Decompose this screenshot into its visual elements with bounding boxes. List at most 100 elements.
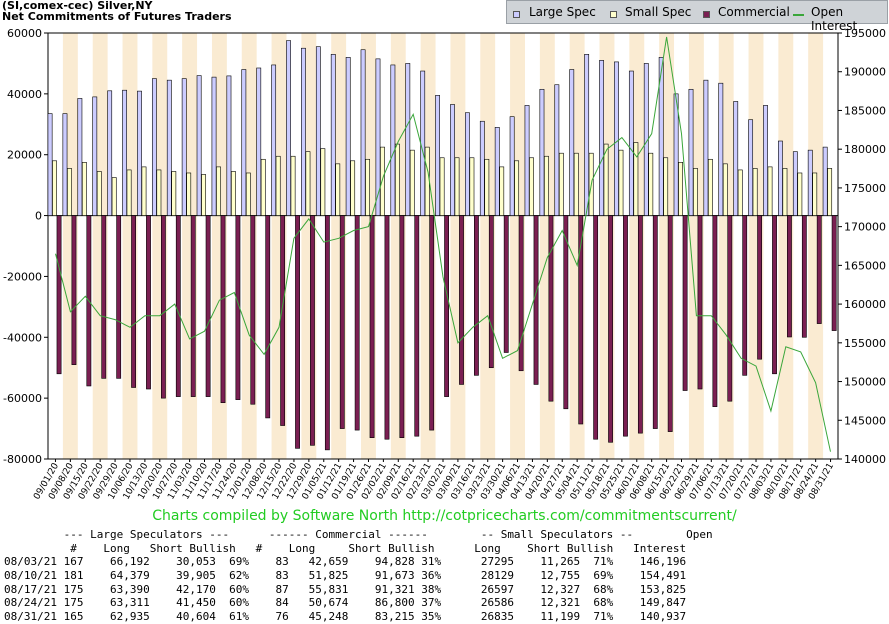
commercial-bar xyxy=(339,215,345,429)
small-spec-bar xyxy=(245,172,251,216)
small-spec-bar xyxy=(350,160,356,216)
y-tick-label: -40000 xyxy=(3,331,42,344)
large-spec-bar xyxy=(494,127,500,216)
commercial-bar xyxy=(697,215,703,390)
commercial-bar xyxy=(250,215,256,405)
open-interest-line xyxy=(55,36,831,452)
small-spec-bar xyxy=(484,158,490,216)
commercial-bar xyxy=(190,215,196,397)
large-spec-bar xyxy=(122,89,127,216)
table-row: 08/31/21 165 62,935 40,604 61% 76 45,248… xyxy=(4,610,687,624)
commercial-bar xyxy=(623,215,628,437)
large-spec-bar xyxy=(301,47,306,216)
y2-tick-label: 185000 xyxy=(844,104,886,117)
large-spec-bar xyxy=(390,64,396,216)
commercial-bar xyxy=(652,215,658,429)
small-spec-bar xyxy=(603,143,609,216)
small-spec-bar xyxy=(573,152,579,216)
small-spec-bar xyxy=(141,166,147,216)
commercial-bar xyxy=(459,215,464,385)
large-spec-bar xyxy=(375,58,381,216)
large-spec-bar xyxy=(584,53,590,216)
small-spec-bar xyxy=(171,171,177,216)
large-spec-bar xyxy=(181,78,187,216)
commercial-bar xyxy=(205,215,211,397)
table-row: 08/03/21 167 66,192 30,053 69% 83 42,659… xyxy=(4,555,687,569)
commercial-bar xyxy=(71,215,77,365)
legend: Large Spec Small Spec Commercial Open In… xyxy=(506,0,888,33)
small-spec-bar xyxy=(424,146,430,216)
large-spec-bar xyxy=(405,63,411,216)
small-spec-bar xyxy=(380,146,385,216)
small-spec-bar xyxy=(216,166,221,216)
commercial-bar xyxy=(503,215,509,353)
large-spec-bar xyxy=(226,75,232,216)
credit-line: Charts compiled by Software North http:/… xyxy=(152,508,737,524)
large-spec-bar xyxy=(554,84,560,216)
y2-tick-label: 145000 xyxy=(844,414,886,427)
large-spec-bar xyxy=(524,105,530,216)
small-spec-bar xyxy=(529,157,534,216)
commercial-bar xyxy=(414,215,420,437)
small-spec-bar xyxy=(633,142,639,216)
large-spec-bar xyxy=(92,96,98,216)
table-column-header: # Long Short Bullish # Long Short Bullis… xyxy=(4,541,687,555)
small-spec-bar xyxy=(305,151,311,216)
large-spec-bar xyxy=(748,119,754,216)
small-spec-bar xyxy=(544,155,549,216)
commercial-bar xyxy=(265,215,271,419)
small-spec-bar xyxy=(722,163,728,216)
commercial-bar xyxy=(56,215,62,375)
y-tick-label: 60000 xyxy=(7,27,42,40)
small-spec-bar xyxy=(797,172,803,216)
y2-tick-label: 160000 xyxy=(844,298,886,311)
small-spec-bar xyxy=(320,148,326,216)
small-spec-bar xyxy=(454,157,460,216)
table-row: 08/17/21 175 63,390 42,170 60% 87 55,831… xyxy=(4,582,687,596)
commercial-bar xyxy=(474,215,479,376)
commercial-bar xyxy=(772,215,777,375)
large-spec-bar xyxy=(137,90,142,216)
commercial-bar xyxy=(280,215,286,426)
open-interest-legend-line xyxy=(793,14,804,16)
small-spec-bar xyxy=(827,168,833,216)
y2-tick-label: 155000 xyxy=(844,337,886,350)
large-spec-bar xyxy=(315,46,321,216)
commercial-bar xyxy=(533,215,539,385)
small-spec-bar xyxy=(708,158,713,216)
large-spec-bar xyxy=(807,149,813,216)
y-tick-label: 20000 xyxy=(7,149,42,162)
small-spec-bar xyxy=(663,157,669,216)
chart-title: (SI,comex-cec) Silver,NY xyxy=(2,0,153,12)
large-spec-bar xyxy=(286,40,291,216)
commercial-bar xyxy=(399,215,405,438)
y-tick-label: -20000 xyxy=(3,270,42,283)
commercial-bar xyxy=(175,215,181,397)
large-spec-bar xyxy=(733,101,739,216)
commercial-bar xyxy=(384,215,390,440)
open-interest-legend-label: Open Interest xyxy=(811,5,858,33)
chart-subtitle: Net Commitments of Futures Traders xyxy=(2,10,232,23)
y2-tick-label: 190000 xyxy=(844,66,886,79)
small-spec-bar xyxy=(409,149,415,216)
large-spec-bar xyxy=(599,60,604,216)
commercial-bar xyxy=(131,215,136,388)
small-spec-bar xyxy=(469,157,475,216)
commercial-bar xyxy=(116,215,122,379)
commercial-bar xyxy=(369,215,375,438)
y2-tick-label: 175000 xyxy=(844,182,886,195)
commercial-bar xyxy=(667,215,673,432)
large-spec-bar xyxy=(330,53,336,216)
small-spec-bar xyxy=(558,152,564,216)
small-spec-bar xyxy=(439,157,445,216)
large-spec-bar xyxy=(166,79,172,216)
y-tick-label: -60000 xyxy=(3,392,42,405)
commercial-bar xyxy=(488,215,494,369)
small-spec-bar xyxy=(752,168,758,216)
small-spec-bar xyxy=(365,158,370,216)
commercial-bar xyxy=(160,215,166,399)
large-spec-bar xyxy=(345,57,351,216)
commercial-bar xyxy=(563,215,569,410)
large-spec-bar xyxy=(47,113,53,216)
y2-tick-label: 195000 xyxy=(844,27,886,40)
